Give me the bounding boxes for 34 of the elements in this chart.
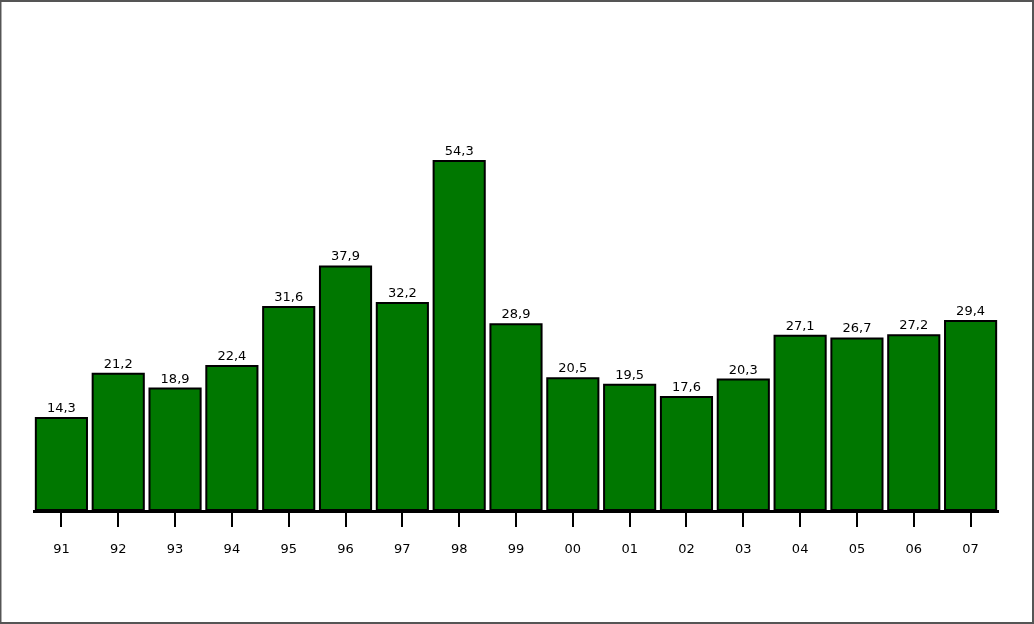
x-tick-label: 96: [337, 540, 354, 556]
data-label: 19,5: [615, 366, 645, 382]
data-label: 20,5: [558, 360, 588, 376]
x-tick-label: 03: [735, 540, 752, 556]
data-label: 14,3: [46, 400, 76, 416]
data-label: 31,6: [274, 288, 304, 304]
x-tick-label: 98: [450, 540, 468, 556]
data-label: 54,3: [444, 143, 474, 158]
data-label: 18,9: [160, 370, 190, 386]
data-label: 17,6: [671, 378, 701, 394]
x-tick-label: 07: [962, 540, 979, 556]
data-label: 37,9: [331, 248, 361, 264]
x-tick-label: 95: [280, 540, 297, 556]
x-tick-label: 02: [678, 540, 695, 556]
data-label: 29,4: [956, 303, 986, 319]
data-label: 28,9: [501, 306, 531, 322]
x-tick-label: 93: [166, 540, 184, 556]
data-label: 20,3: [728, 361, 758, 377]
x-tick-label: 00: [564, 540, 582, 556]
data-label: 26,7: [842, 320, 872, 336]
x-tick-label: 06: [905, 540, 923, 556]
data-label: 32,2: [387, 285, 417, 301]
x-tick-label: 01: [621, 540, 638, 556]
x-tick-label: 04: [791, 540, 809, 556]
data-label: 21,2: [103, 355, 133, 371]
x-tick-label: 97: [394, 540, 411, 556]
x-tick-label: 05: [848, 540, 866, 556]
data-label: 27,2: [899, 317, 929, 333]
x-tick-label: 91: [53, 540, 70, 556]
x-tick-label: 94: [223, 540, 241, 556]
data-label: 22,4: [217, 348, 247, 364]
x-tick-label: 92: [109, 540, 127, 556]
data-label: 27,1: [785, 317, 815, 333]
x-tick-label: 99: [507, 540, 525, 556]
